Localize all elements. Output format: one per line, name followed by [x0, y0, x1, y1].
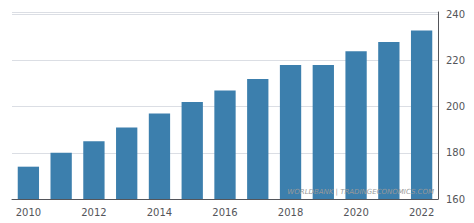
- svg-text:2014: 2014: [147, 207, 172, 218]
- svg-text:2020: 2020: [343, 207, 368, 218]
- svg-text:180: 180: [446, 147, 465, 158]
- svg-text:2010: 2010: [16, 207, 41, 218]
- svg-text:WORLDBANK | TRADINGECONOMICS.C: WORLDBANK | TRADINGECONOMICS.COM: [287, 188, 434, 196]
- svg-text:2016: 2016: [212, 207, 237, 218]
- svg-text:2022: 2022: [409, 207, 434, 218]
- svg-text:200: 200: [446, 101, 465, 112]
- svg-text:160: 160: [446, 194, 465, 205]
- svg-text:2012: 2012: [81, 207, 106, 218]
- svg-text:2018: 2018: [278, 207, 303, 218]
- svg-text:220: 220: [446, 55, 465, 66]
- svg-text:240: 240: [446, 9, 465, 20]
